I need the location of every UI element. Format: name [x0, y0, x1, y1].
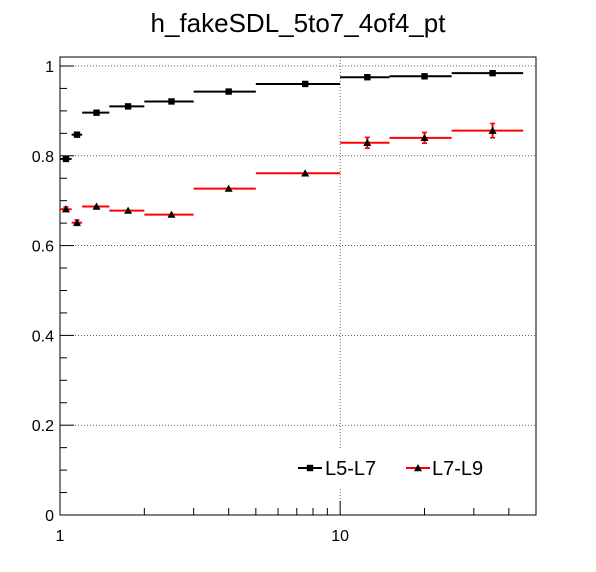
- series-l7-l9: [60, 122, 524, 227]
- y-tick-label: 0.2: [32, 418, 54, 435]
- legend-label: L5-L7: [325, 458, 376, 480]
- legend-marker: [414, 464, 422, 472]
- data-point: [225, 88, 232, 95]
- y-tick-label: 0: [45, 508, 54, 525]
- data-point: [61, 205, 70, 213]
- data-point: [124, 103, 132, 110]
- data-point: [363, 138, 372, 146]
- data-point: [301, 80, 309, 88]
- legend-box: [290, 448, 498, 488]
- y-tick-label: 0.6: [32, 239, 54, 256]
- data-point: [92, 202, 101, 210]
- series-l5-l7: [60, 69, 524, 163]
- legend-label: L7-L9: [432, 458, 483, 480]
- data-point: [62, 155, 70, 163]
- plot-frame: [59, 56, 537, 516]
- x-tick-label: 1: [56, 528, 65, 545]
- data-point: [73, 131, 81, 138]
- data-point: [488, 126, 497, 134]
- data-point: [421, 73, 428, 80]
- series: [60, 69, 524, 227]
- data-point: [489, 69, 496, 77]
- y-tick-label: 0.8: [32, 149, 54, 166]
- data-point: [168, 98, 175, 105]
- data-point: [301, 169, 310, 177]
- chart-title: h_fakeSDL_5to7_4of4_pt: [151, 8, 447, 38]
- legend: L5-L7 L7-L9: [290, 448, 498, 488]
- data-point: [224, 184, 233, 192]
- data-point: [364, 74, 371, 81]
- legend-marker: [306, 464, 314, 472]
- y-tick-label: 1: [45, 59, 54, 76]
- data-point: [167, 210, 176, 218]
- data-point: [93, 109, 100, 116]
- y-tick-label: 0.4: [32, 328, 54, 345]
- x-tick-label: 10: [331, 528, 349, 545]
- axes: 1 10 0 0.2 0.4 0.6 0.8 1: [32, 59, 537, 545]
- data-point: [73, 218, 82, 226]
- data-point: [420, 133, 429, 142]
- data-point: [124, 206, 133, 214]
